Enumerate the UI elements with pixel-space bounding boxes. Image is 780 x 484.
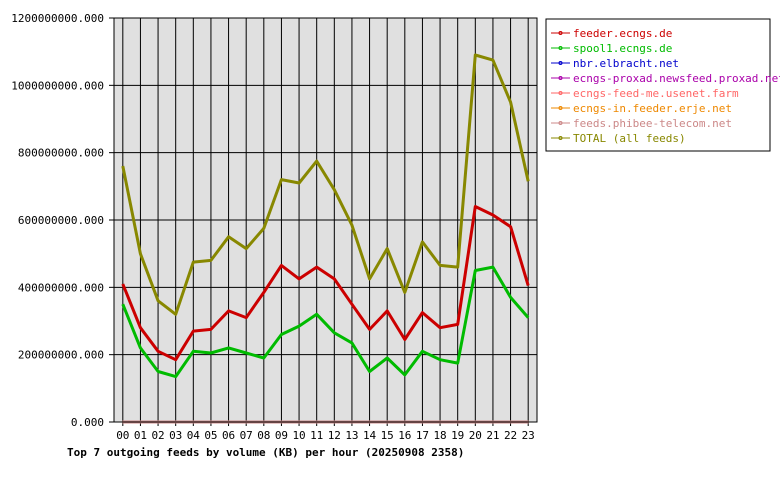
y-tick-label: 400000000.000 bbox=[18, 281, 104, 294]
chart-title: Top 7 outgoing feeds by volume (KB) per … bbox=[67, 446, 464, 459]
series-line-feeder-ecngs-de bbox=[121, 205, 530, 362]
legend-label: spool1.ecngs.de bbox=[573, 42, 672, 55]
legend-marker bbox=[558, 121, 563, 125]
series-line-total-all-feeds bbox=[121, 53, 530, 316]
x-tick-label: 19 bbox=[451, 429, 464, 442]
legend-marker bbox=[558, 76, 563, 80]
x-tick-label: 23 bbox=[522, 429, 535, 442]
legend: feeder.ecngs.de spool1.ecngs.de nbr.elbrac… bbox=[545, 18, 780, 152]
legend-marker bbox=[558, 106, 563, 110]
legend-box bbox=[545, 18, 771, 152]
x-tick-label: 04 bbox=[187, 429, 201, 442]
y-tick-label: 200000000.000 bbox=[18, 349, 104, 362]
legend-label: ecngs-in.feeder.erje.net bbox=[573, 102, 732, 115]
x-tick-label: 08 bbox=[257, 429, 270, 442]
x-tick-label: 00 bbox=[116, 429, 129, 442]
y-tick-label: 1000000000.000 bbox=[11, 79, 104, 92]
legend-label: feeds.phibee-telecom.net bbox=[573, 117, 732, 130]
legend-marker bbox=[558, 46, 563, 50]
x-tick-label: 05 bbox=[204, 429, 217, 442]
x-tick-label: 17 bbox=[416, 429, 429, 442]
x-tick-label: 15 bbox=[381, 429, 394, 442]
plot-border bbox=[113, 17, 538, 423]
legend-label: feeder.ecngs.de bbox=[573, 27, 672, 40]
x-tick-label: 07 bbox=[240, 429, 253, 442]
y-tick-label: 0.000 bbox=[71, 416, 104, 429]
y-tick-label: 600000000.000 bbox=[18, 214, 104, 227]
x-tick-label: 10 bbox=[292, 429, 305, 442]
y-axis: 0.000 200000000.000 400000000.000 600000000… bbox=[11, 12, 114, 429]
legend-label: nbr.elbracht.net bbox=[573, 57, 679, 70]
x-tick-label: 03 bbox=[169, 429, 182, 442]
legend-marker bbox=[558, 61, 563, 65]
x-tick-label: 13 bbox=[345, 429, 358, 442]
y-tick-label: 1200000000.000 bbox=[11, 12, 104, 25]
y-tick-label: 800000000.000 bbox=[18, 147, 104, 160]
legend-label: ecngs-proxad.newsfeed.proxad.net bbox=[573, 72, 780, 85]
x-tick-label: 06 bbox=[222, 429, 235, 442]
x-tick-label: 18 bbox=[433, 429, 446, 442]
x-tick-label: 20 bbox=[469, 429, 482, 442]
legend-marker bbox=[558, 91, 563, 95]
x-tick-label: 02 bbox=[151, 429, 164, 442]
x-tick-label: 01 bbox=[134, 429, 147, 442]
x-tick-label: 14 bbox=[363, 429, 377, 442]
legend-label: ecngs-feed-me.usenet.farm bbox=[573, 87, 739, 100]
x-tick-label: 16 bbox=[398, 429, 411, 442]
x-tick-label: 21 bbox=[486, 429, 499, 442]
x-tick-label: 12 bbox=[328, 429, 341, 442]
x-tick-label: 22 bbox=[504, 429, 517, 442]
grid bbox=[114, 18, 537, 422]
series-line-spool1-ecngs-de bbox=[121, 265, 530, 379]
x-tick-label: 09 bbox=[275, 429, 288, 442]
legend-label: TOTAL (all feeds) bbox=[573, 132, 686, 145]
legend-marker bbox=[558, 136, 563, 140]
legend-marker bbox=[558, 31, 563, 35]
x-axis: 00 01 02 03 04 05 06 07 08 09 10 11 12 13 14 15 16 17 18 19… bbox=[116, 422, 535, 442]
x-tick-label: 11 bbox=[310, 429, 323, 442]
